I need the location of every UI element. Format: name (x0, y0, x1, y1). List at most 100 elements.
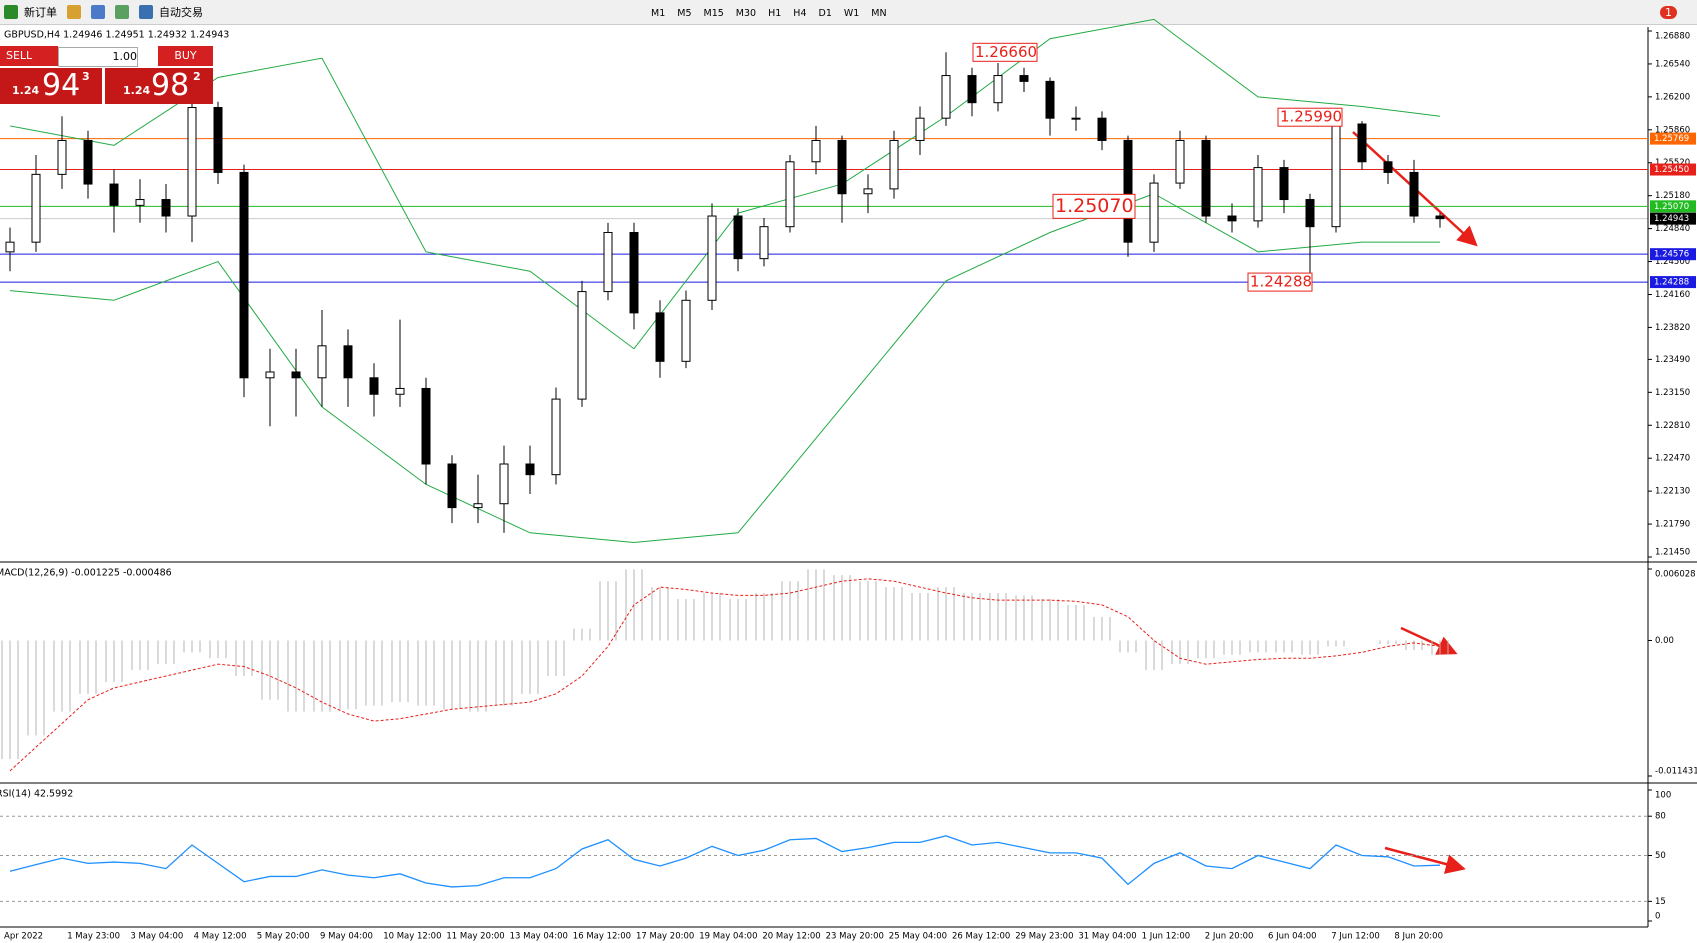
candle-body (1305, 199, 1315, 228)
toolbar: 新订单 自动交易 M1 M5 M15 M30 H1 H4 D1 W1 MN 1 (0, 0, 1697, 25)
notification-badge[interactable]: 1 (1660, 5, 1677, 19)
auto-trade-button[interactable]: 自动交易 (159, 6, 203, 19)
candle-body (681, 299, 691, 362)
candle-body (1227, 215, 1237, 222)
icon (67, 5, 81, 19)
x-tick-label: 13 May 04:00 (510, 932, 568, 942)
x-tick-label: 29 May 23:00 (1015, 932, 1073, 942)
bid-box[interactable]: 1.24 94 3 (0, 68, 102, 104)
price-annotation-box (972, 42, 1038, 62)
candle-body (1279, 167, 1289, 201)
candle-body (161, 199, 171, 217)
price-level-label: 1.25769 (1654, 134, 1689, 144)
candle-body (1019, 75, 1029, 82)
candle-body (655, 312, 665, 362)
timeframe-button[interactable]: M30 (735, 7, 757, 19)
y-tick-label: 1.24840 (1655, 224, 1690, 234)
price-annotation: 1.26660 (975, 43, 1037, 61)
x-tick-label: 25 May 04:00 (889, 932, 947, 942)
candle-body (265, 371, 275, 379)
x-tick-label: 16 May 12:00 (573, 932, 631, 942)
sell-button[interactable]: SELL (0, 46, 58, 66)
timeframe-button[interactable]: M5 (677, 7, 692, 19)
price-annotation-box (1052, 193, 1136, 219)
x-tick-label: 1 May 23:00 (67, 932, 120, 942)
timeframe-button[interactable]: MN (871, 7, 887, 19)
timeframe-button[interactable]: D1 (818, 7, 832, 19)
timeframe-button[interactable]: W1 (843, 7, 860, 19)
ask-box[interactable]: 1.24 98 2 (105, 68, 213, 104)
ask-fraction: 2 (193, 70, 201, 83)
candle-body (1071, 117, 1081, 120)
y-tick-label: 1.22470 (1655, 454, 1690, 464)
timeframe-button[interactable]: H1 (768, 7, 782, 19)
candle-body (551, 398, 561, 476)
timeframes: M1 M5 M15 M30 H1 H4 D1 W1 MN (645, 6, 893, 19)
x-tick-label: 2 Jun 20:00 (1205, 932, 1254, 942)
candle-body (1097, 117, 1107, 141)
candle-body (915, 117, 925, 141)
buy-button[interactable]: BUY (158, 46, 213, 66)
candle-body (369, 377, 379, 395)
x-tick-label: 6 Jun 04:00 (1268, 932, 1317, 942)
bid-big: 1.24 (12, 84, 40, 97)
timeframe-button[interactable]: H4 (793, 7, 807, 19)
x-tick-label: 5 May 20:00 (257, 932, 310, 942)
price-annotation: 1.24288 (1250, 273, 1312, 291)
x-tick-label: 8 Jun 20:00 (1394, 932, 1443, 942)
icon (4, 5, 18, 19)
candle-body (135, 199, 145, 206)
candle-body (733, 215, 743, 260)
candle-body (993, 75, 1003, 104)
chart-title: GBPUSD,H4 1.24946 1.24951 1.24932 1.2494… (4, 30, 229, 41)
candle-body (759, 226, 769, 260)
candle-body (499, 463, 509, 505)
x-tick-label: 31 May 04:00 (1078, 932, 1136, 942)
price-annotation-box (1277, 107, 1343, 127)
candle-body (1357, 123, 1367, 163)
chart-area (0, 27, 1697, 943)
candle-body (863, 188, 873, 195)
x-tick-label: 11 May 20:00 (446, 932, 504, 942)
candle-body (447, 463, 457, 509)
candle-body (239, 171, 249, 379)
x-tick-label: 9 May 04:00 (320, 932, 373, 942)
y-tick-label: 1.23150 (1655, 388, 1690, 398)
timeframe-button[interactable]: M1 (651, 7, 666, 19)
candle-body (317, 345, 327, 379)
y-tick-label: 1.26200 (1655, 92, 1690, 102)
y-tick-label: 0.006028 (1655, 570, 1696, 580)
y-tick-label: 1.25180 (1655, 191, 1690, 201)
candle-body (1123, 139, 1133, 243)
candle-body (629, 231, 639, 314)
candle-body (1175, 139, 1185, 184)
candle-body (31, 173, 41, 243)
x-tick-label: 26 May 12:00 (952, 932, 1010, 942)
candle-body (941, 75, 951, 119)
candle-body (187, 107, 197, 217)
candle-body (343, 345, 353, 379)
candle-body (83, 139, 93, 185)
y-tick-label: 1.24500 (1655, 257, 1690, 267)
lots-input[interactable]: 1.00 (58, 47, 138, 67)
timeframe-button[interactable]: M15 (703, 7, 724, 19)
price-level-box (1650, 132, 1696, 145)
icon (115, 5, 129, 19)
icon (91, 5, 105, 19)
y-tick-label: 1.22130 (1655, 487, 1690, 497)
candle-body (1045, 80, 1055, 119)
indicator-title: RSI(14) 42.5992 (0, 789, 73, 800)
candle-body (837, 139, 847, 195)
candle-body (395, 387, 405, 395)
price-annotation: 1.25990 (1280, 108, 1342, 126)
new-order-button[interactable]: 新订单 (24, 6, 57, 19)
x-tick-label: 4 May 12:00 (194, 932, 247, 942)
y-tick-label: 1.24160 (1655, 290, 1690, 300)
trade-panel: SELL 1.00 BUY 1.24 94 3 1.24 98 2 (0, 46, 213, 106)
candle-body (1435, 215, 1445, 220)
bid-pips: 94 (42, 68, 81, 103)
y-tick-label: -0.011431 (1655, 767, 1697, 777)
x-tick-label: 17 May 20:00 (636, 932, 694, 942)
y-tick-label: 0 (1655, 912, 1660, 922)
